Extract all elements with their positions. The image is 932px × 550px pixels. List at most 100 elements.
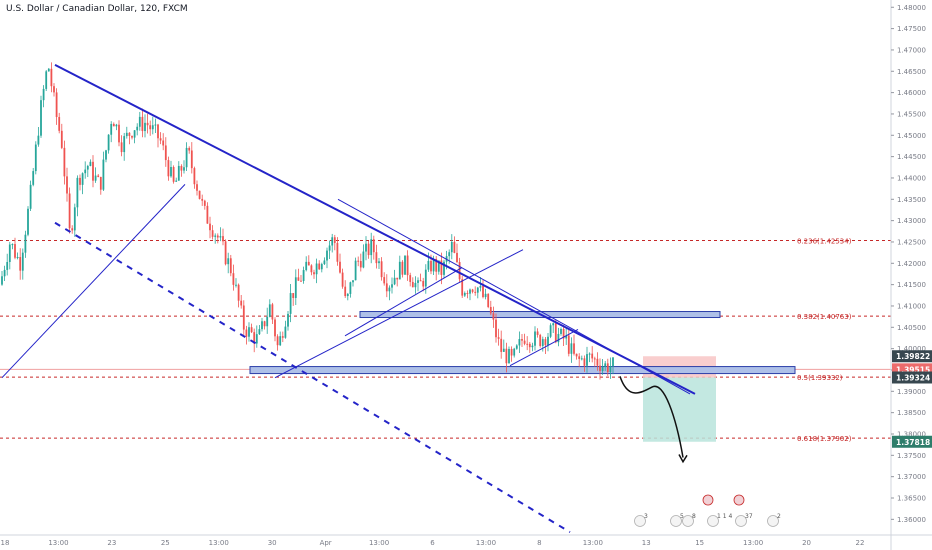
candle-body: [227, 258, 230, 265]
candle-body: [398, 261, 401, 280]
candle-body: [575, 353, 578, 357]
candle-body: [474, 291, 477, 293]
y-tick-label: 1.45500: [897, 110, 926, 118]
candle-body: [157, 124, 159, 139]
candle-body: [583, 358, 586, 366]
candle-body: [396, 277, 399, 280]
x-tick-label: 18: [1, 539, 10, 547]
candle-body: [406, 255, 409, 276]
x-tick-label: 23: [107, 539, 116, 547]
flag-lower-line: [344, 267, 463, 337]
candle-body: [66, 176, 68, 194]
x-tick-label: 15: [695, 539, 704, 547]
x-tick-label: 13:00: [743, 539, 763, 547]
candle-body: [554, 323, 557, 343]
candle-body: [427, 260, 430, 270]
candle-body: [593, 358, 596, 360]
candle-body: [261, 321, 263, 330]
candle-body: [352, 280, 354, 283]
candle-body: [229, 258, 232, 274]
candle-body: [128, 132, 131, 136]
candle-body: [198, 190, 201, 199]
candle-body: [424, 269, 427, 287]
candle-body: [531, 345, 534, 348]
candle-body: [536, 331, 539, 335]
candle-body: [63, 147, 66, 177]
event-badge-icon: [707, 515, 719, 527]
candle-body: [336, 242, 339, 262]
candle-body: [430, 260, 432, 272]
candle-body: [578, 356, 581, 359]
candle-body: [167, 160, 170, 177]
candle-body: [609, 366, 612, 373]
candle-body: [357, 260, 360, 262]
candle-body: [19, 257, 22, 271]
candle-body: [263, 321, 266, 327]
candle-body: [60, 130, 63, 148]
candle-body: [276, 336, 279, 346]
candle-body: [484, 293, 487, 298]
candle-body: [250, 327, 253, 333]
candle-body: [510, 348, 513, 356]
candle-body: [144, 122, 146, 132]
event-badge-count: 3: [644, 513, 648, 520]
candle-body: [528, 343, 531, 348]
candle-body: [344, 286, 347, 297]
candle-body: [409, 275, 412, 282]
candle-body: [219, 236, 222, 238]
candle-body: [81, 173, 84, 185]
candle-body: [573, 343, 575, 354]
candle-body: [370, 239, 373, 256]
x-tick-label: 22: [856, 539, 865, 547]
candle-body: [471, 289, 474, 292]
candle-body: [68, 193, 71, 229]
x-tick-label: 8: [537, 539, 541, 547]
candle-body: [591, 353, 594, 359]
candle-body: [73, 207, 76, 231]
candle-body: [385, 283, 388, 292]
candle-body: [562, 328, 565, 339]
candle-body: [453, 241, 456, 253]
candle-body: [547, 336, 549, 346]
candle-body: [201, 198, 204, 201]
candle-body: [500, 338, 503, 352]
candle-body: [560, 328, 562, 334]
y-tick-label: 1.44000: [897, 174, 926, 182]
candle-body: [40, 100, 42, 136]
candle-body: [175, 180, 178, 182]
candle-body: [149, 125, 152, 130]
candle-body: [242, 305, 245, 330]
candle-body: [487, 293, 490, 308]
x-tick-label: 13:00: [48, 539, 68, 547]
candle-body: [190, 150, 193, 169]
candle-body: [16, 257, 19, 259]
candle-body: [214, 235, 217, 237]
candle-body: [320, 264, 323, 270]
candle-body: [310, 265, 313, 273]
y-tick-label: 1.41500: [897, 281, 926, 289]
candle-body: [120, 142, 123, 153]
candle-body: [196, 184, 198, 191]
candle-body: [580, 358, 583, 360]
candle-body: [266, 316, 269, 327]
candle-body: [289, 293, 292, 314]
fib-level-label: 0.5(1.39332): [797, 374, 843, 382]
candle-body: [141, 116, 144, 132]
fib-level-label: 0.382(1.40763): [797, 313, 852, 321]
candle-body: [448, 252, 451, 257]
candle-body: [346, 293, 349, 297]
candle-body: [47, 68, 50, 72]
x-tick-label: 13:00: [369, 539, 389, 547]
event-badge-icon: [670, 515, 682, 527]
rising-channel-line: [274, 249, 524, 379]
x-tick-label: 25: [161, 539, 170, 547]
candle-body: [492, 313, 495, 320]
flag-event-icon: [702, 494, 714, 506]
candle-body: [456, 252, 458, 263]
candle-body: [255, 334, 258, 344]
candle-body: [115, 124, 118, 127]
candle-body: [302, 270, 305, 281]
price-badge-label: 1.39324: [896, 373, 930, 382]
candle-body: [237, 284, 240, 301]
